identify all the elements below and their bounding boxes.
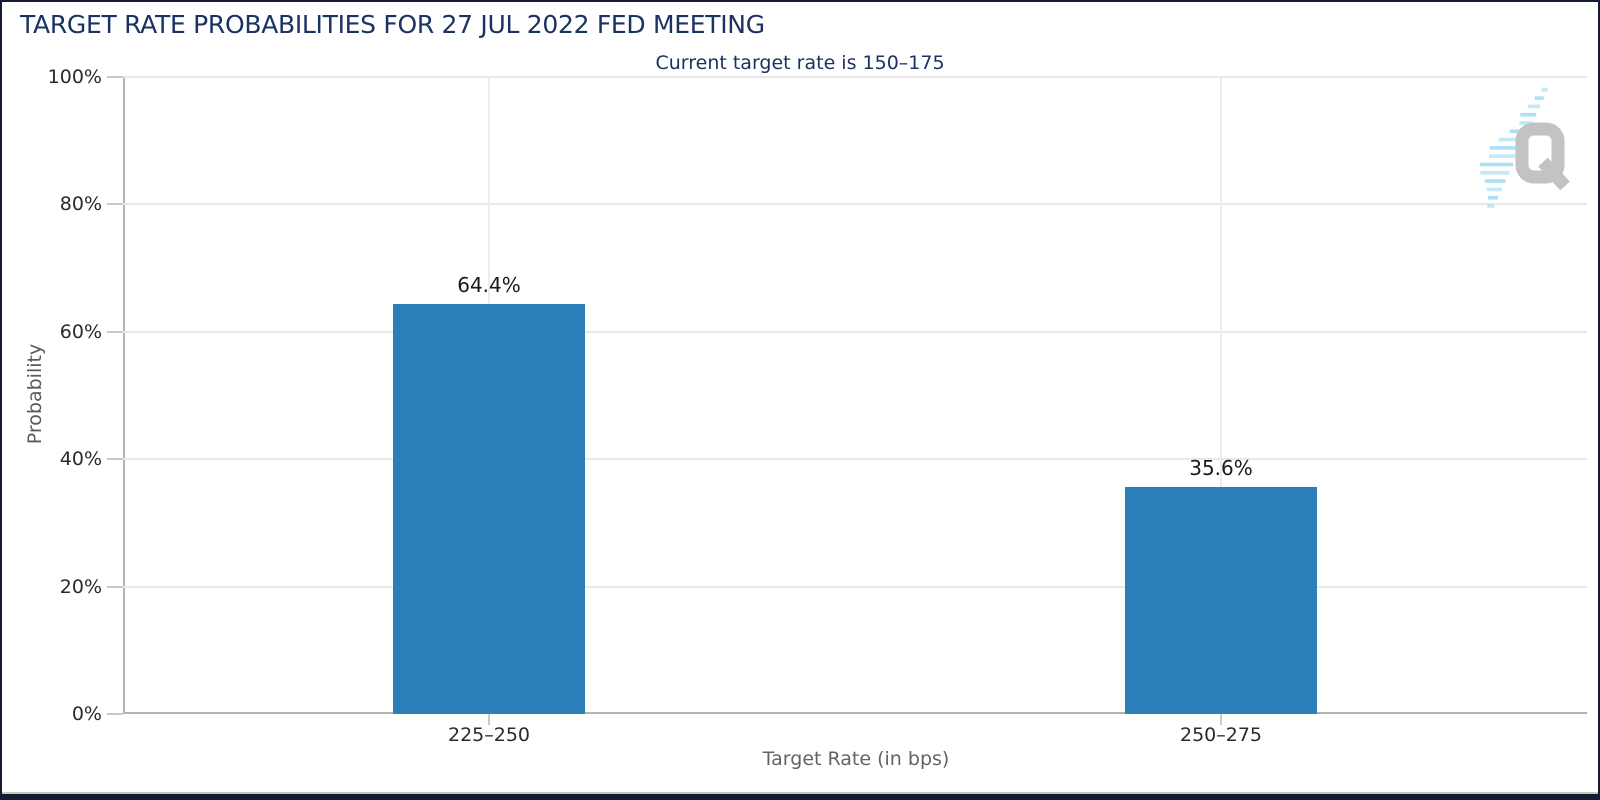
q-letter-ring [1515,122,1565,184]
speed-line [1489,146,1521,150]
x-axis-title: Target Rate (in bps) [762,748,950,770]
q-letter-tail [1538,157,1570,191]
x-tick-label: 225–250 [447,724,531,746]
x-axis-line [123,712,1587,714]
h-gridline [123,76,1587,78]
speed-line [1480,171,1510,175]
y-tick-mark [107,76,123,78]
chart-title: TARGET RATE PROBABILITIES FOR 27 JUL 202… [20,10,765,39]
q-speedlines-icon [1479,88,1570,208]
bottom-divider [2,792,1598,794]
x-tick-mark [1220,714,1222,725]
y-tick-mark [107,458,123,460]
x-tick-label: 250–275 [1179,724,1263,746]
h-gridline [123,586,1587,588]
y-tick-label: 80% [59,193,102,215]
speed-line [1534,96,1544,100]
speed-line [1479,162,1514,167]
speed-line [1528,104,1540,109]
speed-line [1488,195,1498,200]
y-tick-mark [107,586,123,588]
y-axis-title: Probability [24,343,46,445]
speed-line [1487,204,1495,208]
speed-line [1519,121,1533,125]
probability-bar-250-275[interactable] [1125,487,1317,714]
speed-line [1541,88,1548,92]
speed-line [1486,187,1502,192]
h-gridline [123,203,1587,205]
speed-line [1489,154,1518,158]
y-tick-label: 60% [59,321,102,343]
speed-line [1484,179,1506,183]
quikstrike-watermark [1479,85,1575,213]
y-tick-label: 40% [59,448,102,470]
bar-value-label: 35.6% [1189,456,1253,480]
y-tick-mark [107,331,123,333]
y-tick-label: 0% [71,703,102,725]
speed-line [1520,112,1537,117]
y-tick-label: 20% [59,576,102,598]
h-gridline [123,331,1587,333]
h-gridline [123,458,1587,460]
y-tick-mark [107,203,123,205]
v-gridline [1220,77,1222,714]
chart-subtitle: Current target rate is 150–175 [655,52,945,74]
y-axis-line [123,77,125,714]
speed-line [1498,137,1525,142]
bar-value-label: 64.4% [457,273,521,297]
y-tick-label: 100% [47,66,102,88]
probability-bar-225-250[interactable] [393,304,585,714]
x-tick-mark [488,714,490,725]
y-tick-mark [107,713,123,715]
